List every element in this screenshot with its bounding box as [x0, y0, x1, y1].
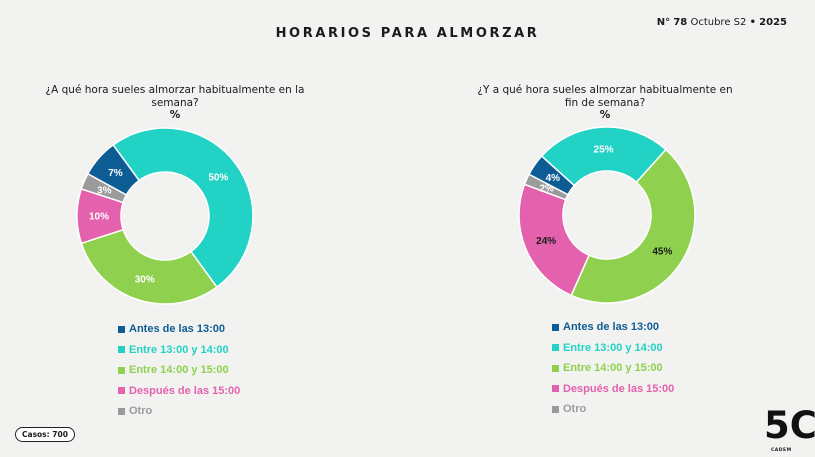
- donut-slice-1: [540, 126, 667, 187]
- data-label: 4%: [546, 173, 561, 184]
- legend-label: Antes de las 13:00: [129, 323, 225, 336]
- legend-swatch: [118, 325, 125, 333]
- legend-swatch: [118, 387, 125, 395]
- legend-swatch: [552, 385, 559, 393]
- legend-label: Después de las 15:00: [563, 382, 675, 395]
- data-label: 7%: [108, 168, 123, 179]
- legend-swatch: [118, 346, 125, 354]
- legend-item: Entre 14:00 y 15:00: [118, 360, 240, 381]
- chart-left-donut: 50% 30% 10% 3% 7%: [76, 127, 254, 305]
- legend-label: Otro: [129, 405, 153, 418]
- issue-number: 78: [673, 17, 688, 28]
- data-label: 45%: [652, 246, 672, 257]
- legend-item: Antes de las 13:00: [552, 317, 674, 338]
- chart-right-unit: %: [599, 109, 611, 121]
- legend-label: Antes de las 13:00: [563, 321, 659, 334]
- legend-item: Entre 13:00 y 14:00: [552, 338, 674, 359]
- logo-sub: CADEM: [771, 448, 792, 453]
- chart-right-question: ¿Y a qué hora sueles almorzar habitualme…: [470, 84, 740, 122]
- legend-swatch: [552, 405, 559, 413]
- chart-right-title: ¿Y a qué hora sueles almorzar habitualme…: [477, 84, 733, 109]
- legend-item: Entre 14:00 y 15:00: [552, 358, 674, 379]
- page-title: HORARIOS PARA ALMORZAR: [275, 26, 540, 41]
- donut-slice-2: [570, 148, 696, 304]
- legend-label: Entre 14:00 y 15:00: [129, 364, 229, 377]
- chart-left-legend: Antes de las 13:00 Entre 13:00 y 14:00 Ent…: [118, 319, 240, 422]
- chart-left-question: ¿A qué hora sueles almorzar habitualment…: [40, 84, 310, 122]
- legend-label: Entre 13:00 y 14:00: [129, 343, 229, 356]
- legend-label: Otro: [563, 403, 587, 416]
- legend-item: Otro: [118, 401, 240, 422]
- chart-right-donut: 25% 45% 24% 2%4%: [518, 126, 696, 304]
- legend-item: Antes de las 13:00: [118, 319, 240, 340]
- chart-left-title: ¿A qué hora sueles almorzar habitualment…: [45, 84, 305, 109]
- issue-period: Octubre S2: [690, 17, 747, 28]
- logo-mark: 5C: [764, 404, 815, 447]
- data-label: 50%: [208, 173, 228, 184]
- donut-slice-0: [528, 155, 576, 196]
- legend-swatch: [118, 366, 125, 374]
- data-label: 25%: [594, 145, 614, 156]
- donut-slice-2: [80, 228, 218, 305]
- issue-separator: •: [749, 17, 756, 28]
- donut-slice-0: [86, 143, 141, 196]
- cadem-logo: 5C CADEM: [763, 404, 815, 454]
- legend-swatch: [118, 407, 125, 415]
- issue-prefix: N°: [656, 17, 671, 28]
- data-label: 30%: [135, 274, 155, 285]
- data-label: 3%: [97, 185, 112, 196]
- cases-badge: Casos: 700: [15, 427, 75, 442]
- legend-swatch: [552, 364, 559, 372]
- legend-label: Entre 13:00 y 14:00: [563, 341, 663, 354]
- legend-item: Después de las 15:00: [552, 379, 674, 400]
- donut-slice-1: [112, 127, 254, 289]
- legend-label: Entre 14:00 y 15:00: [563, 362, 663, 375]
- chart-left-unit: %: [169, 109, 181, 121]
- data-label: 2%: [539, 184, 554, 195]
- data-label: 24%: [536, 236, 556, 247]
- data-label: 10%: [89, 212, 109, 223]
- legend-label: Después de las 15:00: [129, 384, 241, 397]
- legend-item: Entre 13:00 y 14:00: [118, 340, 240, 361]
- legend-item: Después de las 15:00: [118, 381, 240, 402]
- legend-swatch: [552, 323, 559, 331]
- legend-item: Otro: [552, 399, 674, 420]
- issue-year: 2025: [759, 17, 787, 28]
- chart-right-legend: Antes de las 13:00 Entre 13:00 y 14:00 Ent…: [552, 317, 674, 420]
- legend-swatch: [552, 344, 559, 352]
- issue-info: N° 78 Octubre S2 • 2025: [657, 17, 787, 28]
